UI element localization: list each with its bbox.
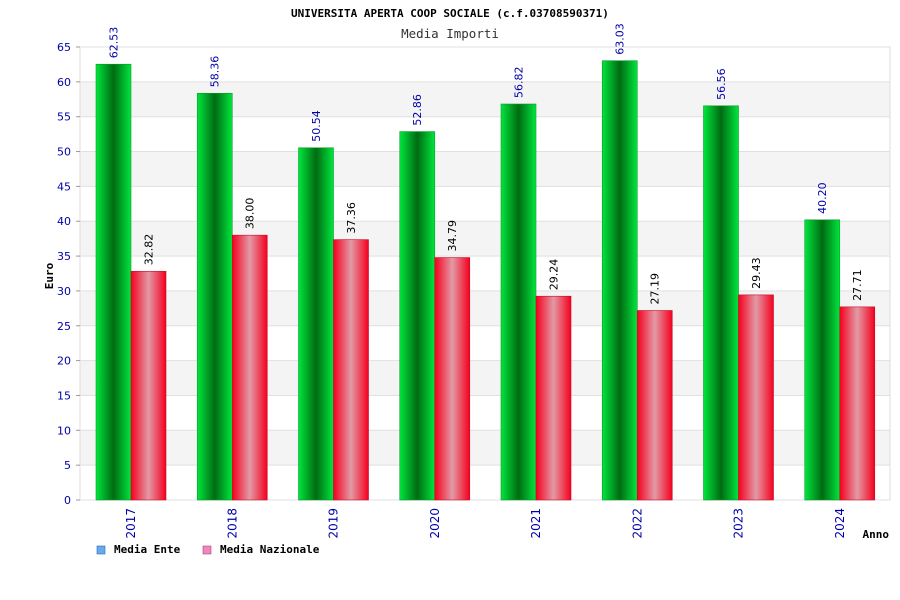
data-label: 56.56	[715, 68, 728, 100]
bar-media-nazionale	[231, 234, 268, 501]
data-label: 38.00	[244, 198, 257, 230]
y-tick-label: 30	[57, 285, 71, 298]
legend-swatch-media-ente	[96, 545, 106, 555]
bar-media-ente	[399, 131, 436, 501]
bar-media-nazionale	[636, 310, 673, 501]
chart-title: UNIVERSITA APERTA COOP SOCIALE (c.f.0370…	[291, 7, 609, 20]
data-label: 52.86	[411, 94, 424, 126]
y-axis-ticks: 0 5 10 15 20 25 30 35 40 45 50 55 60 65	[57, 41, 80, 507]
bar-media-ente	[196, 92, 233, 501]
bar-media-nazionale	[434, 257, 471, 501]
bar-media-ente	[703, 105, 739, 501]
bar-media-nazionale	[333, 239, 369, 501]
y-tick-label: 20	[57, 355, 71, 368]
legend: Media Ente Media Nazionale	[96, 543, 320, 556]
data-label: 37.36	[345, 202, 358, 234]
bar-media-nazionale	[130, 270, 167, 501]
data-label: 34.79	[446, 220, 459, 252]
y-tick-label: 40	[57, 215, 71, 228]
data-label: 29.43	[750, 257, 763, 289]
legend-label-media-ente: Media Ente	[114, 543, 181, 556]
data-label: 50.54	[310, 110, 323, 142]
bar-media-ente	[298, 147, 334, 501]
plot-band	[80, 47, 890, 82]
bar-media-ente	[601, 60, 638, 501]
y-tick-label: 50	[57, 146, 71, 159]
y-tick-label: 35	[57, 250, 71, 263]
bar-media-ente	[95, 63, 132, 501]
y-tick-label: 65	[57, 41, 71, 54]
y-axis-label: Euro	[43, 262, 56, 289]
data-label: 62.53	[108, 27, 121, 59]
y-tick-label: 10	[57, 424, 71, 437]
x-tick-label: 2017	[124, 508, 138, 539]
bar-media-ente	[804, 219, 841, 501]
x-axis-label: Anno	[863, 528, 890, 541]
data-label: 63.03	[614, 23, 627, 55]
x-tick-label: 2022	[630, 508, 644, 539]
x-tick-label: 2021	[529, 508, 543, 539]
x-tick-label: 2018	[225, 508, 239, 539]
y-tick-label: 0	[64, 494, 71, 507]
y-tick-label: 60	[57, 76, 71, 89]
chart-subtitle: Media Importi	[401, 26, 499, 41]
bar-media-nazionale	[738, 294, 774, 501]
bars: 62.53 32.82 58.36 38.00 50.54 37.36 52.86 34.79…	[95, 23, 876, 501]
data-label: 32.82	[143, 234, 156, 266]
x-tick-label: 2019	[327, 508, 341, 539]
x-tick-label: 2024	[833, 508, 847, 539]
bar-media-nazionale	[535, 295, 572, 501]
data-label: 56.82	[513, 67, 526, 99]
bar-media-ente	[500, 103, 537, 501]
y-tick-label: 55	[57, 111, 71, 124]
legend-swatch-media-nazionale	[202, 545, 212, 555]
x-tick-label: 2020	[428, 508, 442, 539]
y-tick-label: 5	[64, 459, 71, 472]
y-tick-label: 25	[57, 320, 71, 333]
data-label: 58.36	[209, 56, 222, 88]
data-label: 29.24	[548, 259, 561, 291]
x-axis-ticks: 2017 2018 2019 2020 2021 2022 2023 2024	[124, 508, 847, 539]
y-tick-label: 15	[57, 389, 71, 402]
data-label: 27.19	[649, 273, 662, 305]
data-label: 40.20	[816, 182, 829, 214]
data-label: 27.71	[851, 269, 864, 301]
y-tick-label: 45	[57, 180, 71, 193]
legend-label-media-nazionale: Media Nazionale	[220, 543, 320, 556]
bar-media-nazionale	[839, 306, 876, 501]
x-tick-label: 2023	[732, 508, 746, 539]
